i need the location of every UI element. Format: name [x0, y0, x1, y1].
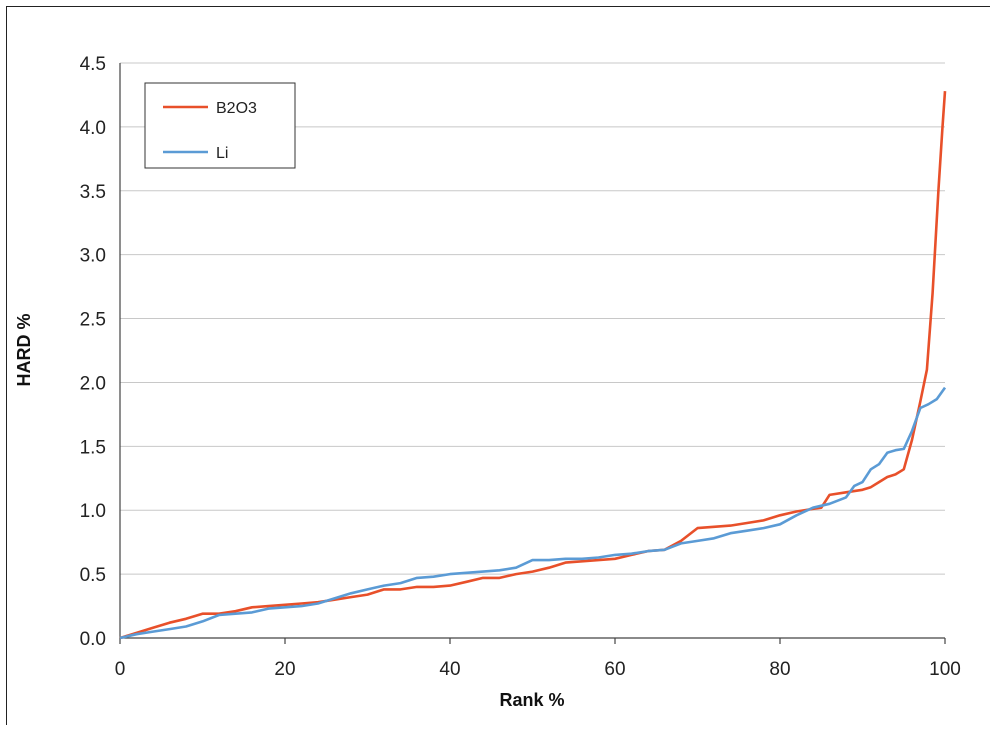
- x-axis-label: Rank %: [499, 690, 564, 710]
- x-tick-label: 100: [929, 659, 961, 680]
- legend-label-b2o3: B2O3: [216, 100, 257, 117]
- y-tick-label: 0.5: [80, 565, 106, 586]
- x-tick-label: 60: [604, 659, 625, 680]
- series-line-b2o3: [119, 91, 947, 640]
- x-tick-label: 80: [769, 659, 790, 680]
- x-tick-labels: 0 20 40 60 80 100: [115, 659, 961, 680]
- x-tick-label: 20: [274, 659, 295, 680]
- y-tick-label: 2.5: [80, 310, 106, 331]
- y-tick-label: 0.0: [80, 629, 106, 650]
- x-tick-label: 40: [439, 659, 460, 680]
- y-tick-label: 1.0: [80, 501, 106, 522]
- chart-frame: [6, 6, 990, 725]
- legend: B2O3 Li: [144, 82, 296, 169]
- y-tick-labels: 0.0 0.5 1.0 1.5 2.0 2.5 3.0 3.5 4.0 4.5: [80, 54, 106, 650]
- y-tick-label: 4.5: [80, 54, 106, 75]
- y-tick-label: 4.0: [80, 118, 106, 139]
- y-tick-label: 2.0: [80, 373, 106, 394]
- y-axis-label: HARD %: [14, 313, 34, 386]
- y-tick-label: 1.5: [80, 437, 106, 458]
- x-tick-label: 0: [115, 659, 126, 680]
- y-tick-label: 3.5: [80, 182, 106, 203]
- series-lines: [119, 91, 947, 640]
- y-tick-label: 3.0: [80, 246, 106, 267]
- series-line-li: [119, 386, 947, 640]
- axes: [119, 63, 946, 644]
- legend-label-li: Li: [216, 145, 228, 162]
